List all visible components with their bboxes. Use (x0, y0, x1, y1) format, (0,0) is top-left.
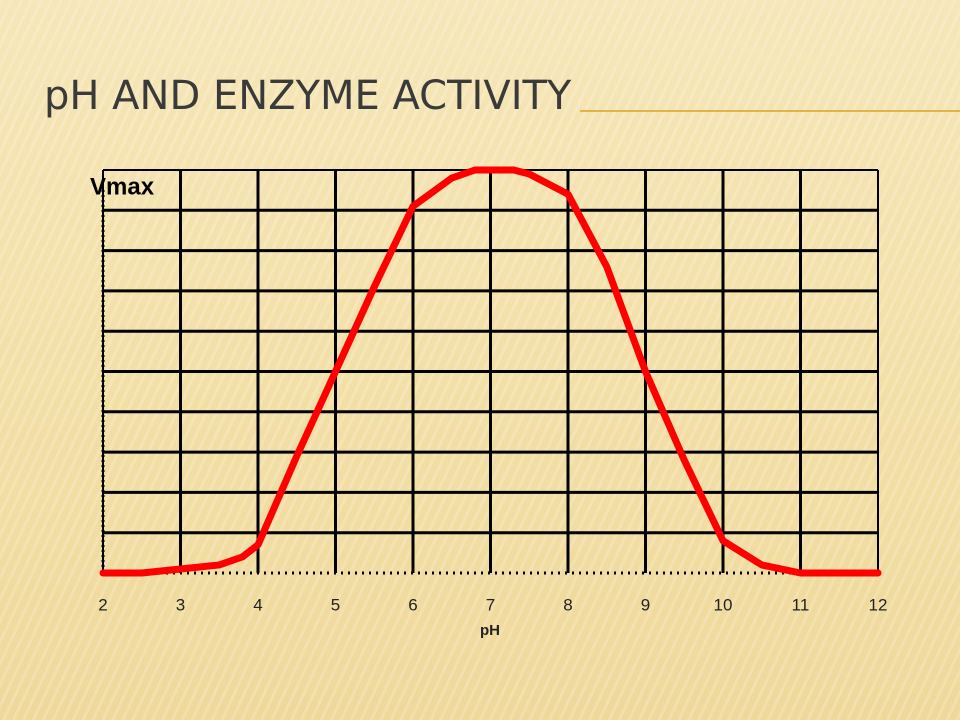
x-tick-label: 4 (253, 595, 262, 614)
x-tick-label: 5 (331, 595, 340, 614)
y-tick-label: Vmax (90, 173, 155, 200)
chart-title: pH AND ENZYME ACTIVITY (44, 73, 572, 119)
x-tick-label: 3 (176, 595, 185, 614)
x-tick-label: 9 (641, 595, 650, 614)
x-tick-label: 2 (98, 595, 107, 614)
x-tick-label: 7 (486, 595, 495, 614)
x-axis-label: pH (480, 622, 500, 639)
x-tick-label: 6 (408, 595, 417, 614)
x-tick-label: 10 (714, 595, 733, 614)
x-tick-label: 12 (869, 595, 888, 614)
x-tick-label: 8 (563, 595, 572, 614)
line-series (99, 166, 882, 577)
x-tick-label: 11 (792, 595, 810, 614)
